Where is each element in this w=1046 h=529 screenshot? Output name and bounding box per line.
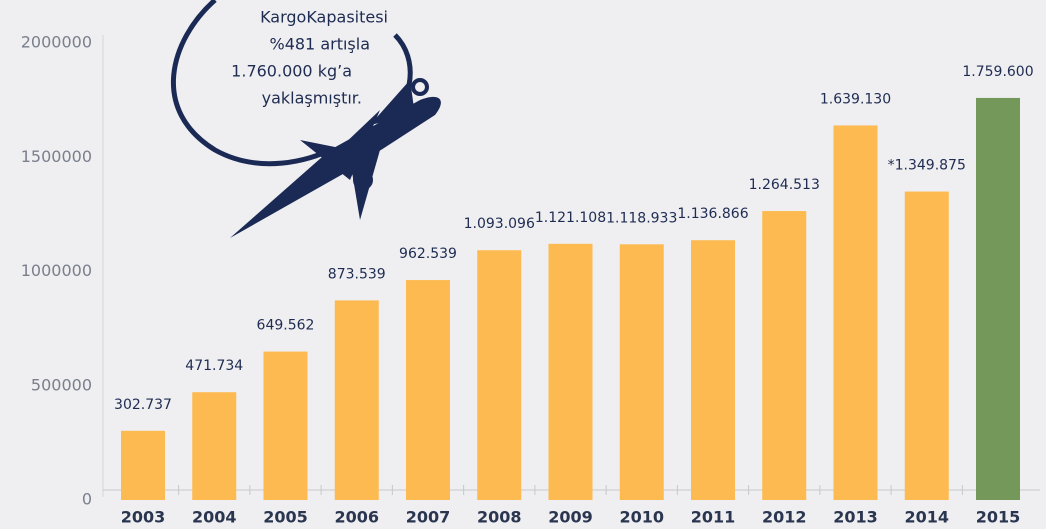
annotation: %481 artışla (269, 35, 370, 54)
value-label: 649.562 (257, 318, 315, 334)
x-tick-label: 2005 (263, 508, 308, 527)
value-label: 471.734 (185, 358, 243, 374)
x-tick-label: 2004 (192, 508, 237, 527)
value-label: 302.737 (114, 397, 172, 413)
value-label: 873.539 (328, 266, 386, 282)
bar (406, 280, 450, 500)
annotation: yaklaşmıştır. (262, 89, 362, 108)
x-tick-label: 2011 (691, 508, 736, 527)
bar (548, 243, 593, 500)
x-tick-label: 2003 (121, 508, 166, 527)
x-tick-label: 2006 (334, 508, 379, 527)
bar (334, 300, 379, 500)
value-label: 1.264.513 (749, 177, 820, 193)
bar (121, 430, 165, 500)
value-label: 1.136.866 (677, 206, 748, 222)
value-label: 1.639.130 (820, 91, 891, 107)
value-label: 1.759.600 (962, 64, 1033, 80)
annotation: KargoKapasitesi (260, 8, 388, 27)
value-label: 1.118.933 (606, 210, 677, 226)
x-tick-label: 2013 (833, 508, 878, 527)
bar (762, 211, 807, 500)
y-tick-label: 0 (82, 490, 92, 509)
x-tick-label: 2012 (762, 508, 807, 527)
airplane (170, 0, 441, 238)
y-tick-label: 2000000 (21, 33, 92, 52)
bar (192, 392, 237, 500)
y-tick-label: 1000000 (21, 261, 92, 280)
value-label: 1.121.108 (535, 210, 606, 226)
bar (976, 97, 1020, 500)
x-tick-label: 2015 (976, 508, 1021, 527)
x-tick-label: 2014 (904, 508, 949, 527)
x-tick-label: 2009 (548, 508, 593, 527)
value-label: 962.539 (399, 246, 457, 262)
annotation: 1.760.000 kg’a (231, 62, 352, 81)
y-tick-label: 1500000 (21, 147, 92, 166)
value-label: *1.349.875 (888, 158, 966, 174)
bar (904, 191, 949, 500)
bar (691, 240, 735, 500)
x-tick-label: 2010 (619, 508, 664, 527)
bar (619, 244, 664, 500)
bar (477, 250, 522, 500)
x-tick-label: 2007 (406, 508, 451, 527)
bar (833, 125, 878, 500)
y-tick-label: 500000 (31, 375, 92, 394)
bar (263, 351, 308, 500)
x-tick-label: 2008 (477, 508, 522, 527)
value-label: 1.093.096 (464, 216, 535, 232)
